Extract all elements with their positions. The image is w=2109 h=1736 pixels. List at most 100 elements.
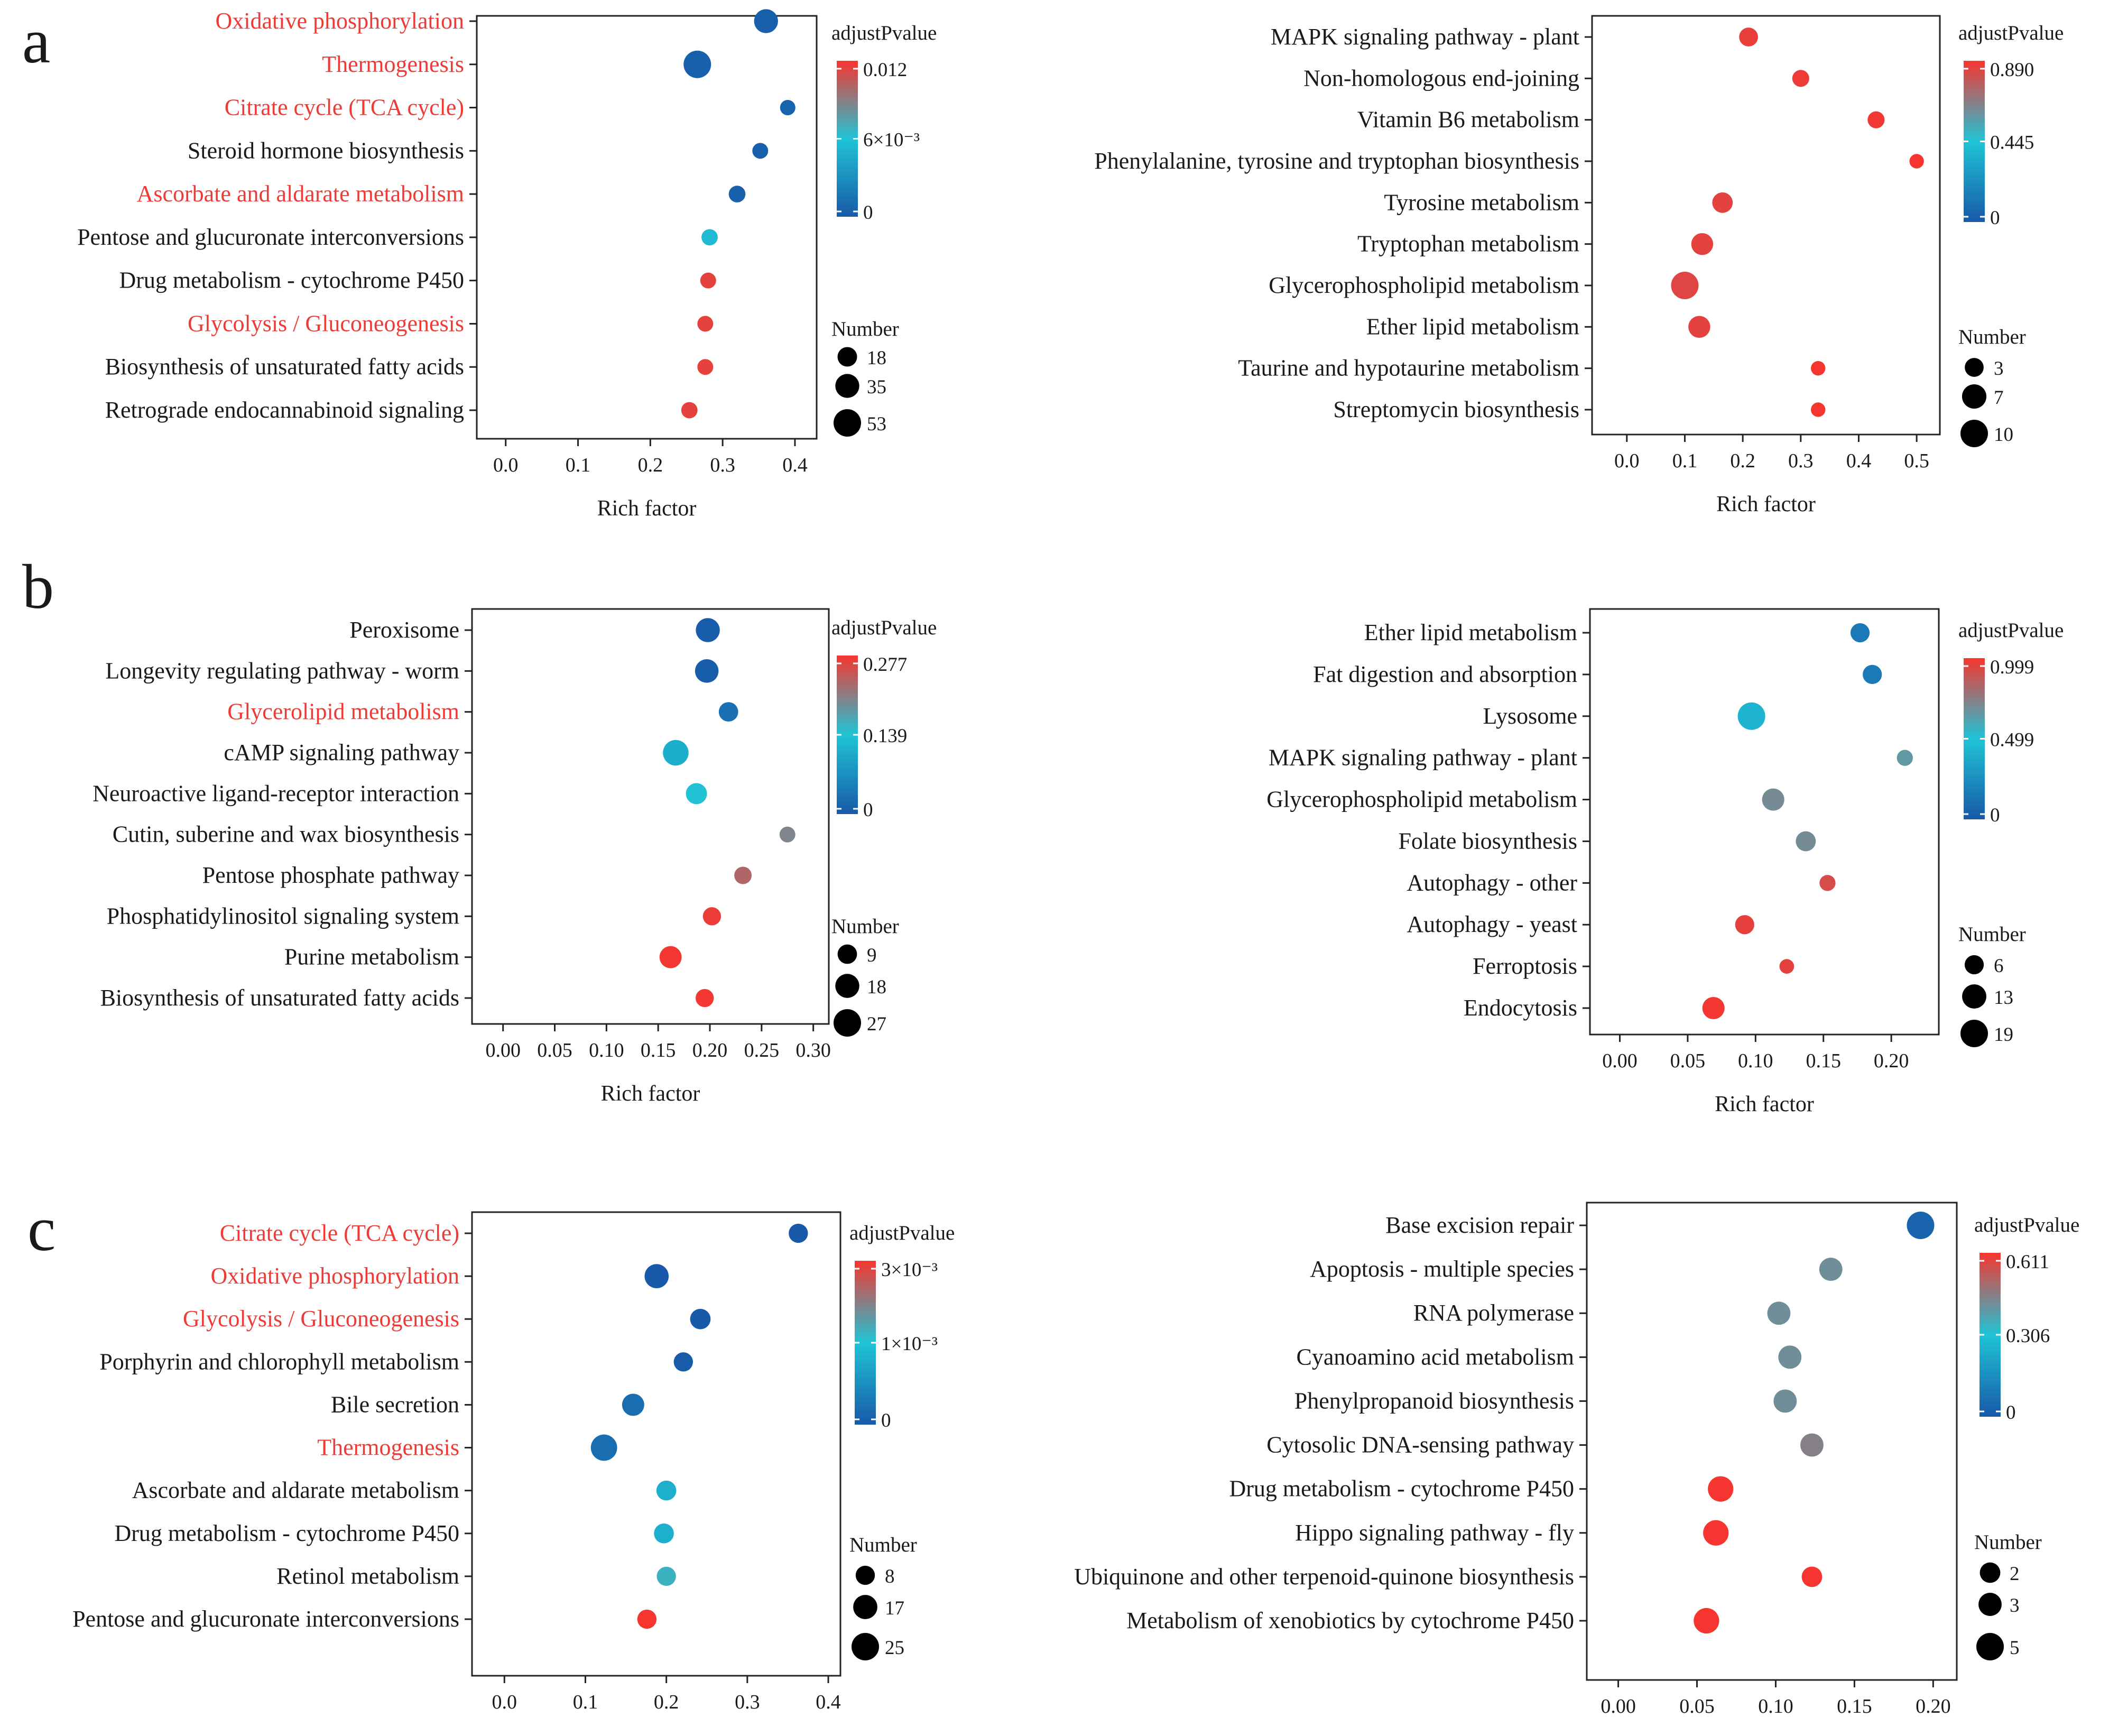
- data-point: [779, 826, 796, 843]
- data-point: [1819, 1258, 1843, 1281]
- colorbar-tick-label: 0: [2006, 1402, 2016, 1424]
- category-label: Streptomycin biosynthesis: [1333, 396, 1579, 422]
- category-label: Hippo signaling pathway - fly: [1295, 1520, 1574, 1546]
- x-tick-label: 0.15: [641, 1039, 676, 1061]
- data-point: [644, 1264, 669, 1288]
- data-point: [718, 702, 738, 722]
- category-label: Porphyrin and chlorophyll metabolism: [99, 1349, 459, 1374]
- category-label: RNA polymerase: [1413, 1300, 1574, 1326]
- data-point: [1792, 70, 1809, 87]
- plots-layer: 0.0 0.1 0.2 0.3 0.4 Rich factor Oxidative phos…: [72, 8, 2079, 1736]
- size-legend-dot: [835, 374, 859, 398]
- colorbar-tick-label: 0.999: [1990, 657, 2034, 678]
- data-point: [1773, 1389, 1797, 1413]
- category-label: Ferroptosis: [1473, 953, 1577, 979]
- data-point: [673, 1352, 693, 1372]
- data-point: [656, 1566, 676, 1586]
- category-label: Purine metabolism: [284, 944, 459, 970]
- size-legend-label: 9: [867, 945, 877, 966]
- colorbar-tick-label: 0.306: [2006, 1325, 2050, 1347]
- category-label: Glycolysis / Gluconeogenesis: [183, 1306, 459, 1332]
- size-legend-label: 7: [1994, 387, 2004, 409]
- x-tick-label: 0.2: [638, 454, 663, 476]
- colorbar-tick-label: 0: [863, 202, 873, 224]
- size-legend-label: 53: [867, 413, 886, 435]
- x-tick-label: 0.0: [1614, 450, 1640, 472]
- plot-frame: [471, 608, 830, 1025]
- category-label: Endocytosis: [1464, 995, 1577, 1021]
- data-point: [754, 9, 778, 33]
- data-point: [697, 359, 714, 375]
- x-tick-label: 0.2: [654, 1691, 679, 1713]
- category-label: Base excision repair: [1385, 1212, 1574, 1238]
- chart-b-left: 0.00 0.05 0.10 0.15 0.20 0.25 0.30 Rich factor P…: [92, 608, 937, 1106]
- category-label: Autophagy - other: [1407, 870, 1577, 895]
- category-label: Steroid hormone biosynthesis: [188, 137, 464, 163]
- category-label: Ether lipid metabolism: [1364, 620, 1577, 645]
- category-label: MAPK signaling pathway - plant: [1269, 745, 1577, 771]
- colorbar-tick-label: 0: [863, 799, 873, 821]
- category-label: Retrograde endocannabinoid signaling: [105, 397, 464, 423]
- color-legend-title: adjustPvalue: [831, 616, 937, 639]
- color-legend-title: adjustPvalue: [831, 22, 937, 44]
- color-legend-title: adjustPvalue: [849, 1222, 955, 1244]
- data-point: [1796, 831, 1816, 852]
- data-point: [686, 783, 707, 805]
- data-point: [702, 907, 722, 926]
- color-legend-title: adjustPvalue: [1958, 22, 2064, 44]
- category-label: Glycerolipid metabolism: [227, 699, 459, 725]
- data-point: [1671, 272, 1699, 299]
- data-point: [683, 50, 711, 78]
- colorbar-tick-label: 3×10⁻³: [881, 1259, 938, 1281]
- size-legend-title: Number: [1958, 326, 2026, 348]
- category-label: Metabolism of xenobiotics by cytochrome …: [1126, 1608, 1574, 1633]
- category-label: Cutin, suberine and wax biosynthesis: [113, 821, 459, 847]
- plot-frame: [471, 1211, 841, 1677]
- size-legend-label: 19: [1994, 1024, 2013, 1046]
- category-label: Tryptophan metabolism: [1357, 231, 1579, 257]
- colorbar-tick-label: 1×10⁻³: [881, 1333, 938, 1355]
- category-label: Ascorbate and aldarate metabolism: [132, 1478, 459, 1503]
- x-tick-label: 0.10: [589, 1039, 624, 1061]
- data-point: [696, 618, 720, 642]
- category-label: Ubiquinone and other terpenoid-quinone b…: [1074, 1564, 1574, 1590]
- category-label: Citrate cycle (TCA cycle): [220, 1220, 459, 1246]
- colorbar-tick-label: 0: [881, 1410, 891, 1432]
- x-tick-label: 0.1: [1672, 450, 1698, 472]
- chart-c-left: 0.0 0.1 0.2 0.3 0.4 Rich factor Citrate cycle …: [72, 1211, 955, 1736]
- size-legend-dot: [1980, 1562, 2001, 1583]
- category-label: Thermogenesis: [317, 1435, 459, 1461]
- data-point: [1762, 788, 1784, 811]
- colorbar-tick-label: 0.611: [2006, 1251, 2049, 1273]
- data-point: [1800, 1433, 1824, 1457]
- chart-a-left: 0.0 0.1 0.2 0.3 0.4 Rich factor Oxidative phos…: [77, 8, 937, 521]
- size-legend-dot: [852, 1633, 879, 1660]
- x-tick-label: 0.15: [1806, 1050, 1841, 1072]
- data-point: [789, 1223, 808, 1243]
- size-legend-dot: [1964, 955, 1984, 975]
- category-label: Oxidative phosphorylation: [211, 1263, 460, 1289]
- x-tick-label: 0.05: [1679, 1695, 1715, 1717]
- x-tick-label: 0.4: [816, 1691, 841, 1713]
- x-tick-label: 0.30: [796, 1039, 831, 1061]
- category-label: Longevity regulating pathway - worm: [105, 658, 459, 684]
- chart-b-right: 0.00 0.05 0.10 0.15 0.20 Rich factor Ether lip…: [1266, 608, 2064, 1116]
- data-point: [1819, 875, 1836, 891]
- category-label: Biosynthesis of unsaturated fatty acids: [105, 354, 464, 380]
- category-label: Peroxisome: [349, 617, 459, 643]
- x-tick-label: 0.1: [566, 454, 591, 476]
- data-point: [695, 659, 719, 683]
- size-legend-dot: [1962, 384, 1987, 409]
- category-label: Ether lipid metabolism: [1366, 313, 1579, 339]
- plot-frame: [1589, 608, 1940, 1036]
- color-legend-title: adjustPvalue: [1958, 619, 2064, 642]
- category-label: Phenylalanine, tyrosine and tryptophan b…: [1094, 148, 1579, 174]
- size-legend-dot: [1962, 984, 1986, 1009]
- data-point: [1708, 1476, 1734, 1502]
- data-point: [1735, 915, 1754, 935]
- x-tick-label: 0.4: [1846, 450, 1872, 472]
- data-point: [1801, 1566, 1823, 1587]
- category-label: Cytosolic DNA-sensing pathway: [1266, 1432, 1574, 1458]
